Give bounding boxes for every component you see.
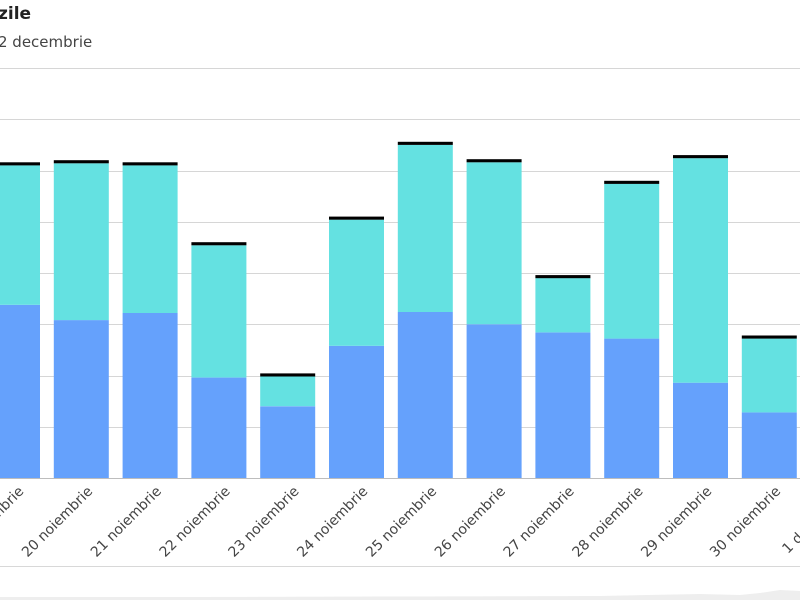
chart-subtitle: 2 decembrie xyxy=(0,33,93,51)
bar-segment-2[interactable] xyxy=(397,144,453,312)
bar-segment-2[interactable] xyxy=(741,338,797,413)
bar-segment-1[interactable] xyxy=(122,313,178,478)
bar-segment-2[interactable] xyxy=(466,162,522,325)
x-tick-label: 21 noiembrie xyxy=(88,484,165,561)
x-tick-label: 25 noiembrie xyxy=(363,484,440,561)
x-tick-label: 29 noiembrie xyxy=(638,484,715,561)
bar-segment-1[interactable] xyxy=(466,324,522,479)
x-tick-label: 30 noiembrie xyxy=(707,484,784,561)
bar-segment-3[interactable] xyxy=(466,159,522,163)
bar-segment-1[interactable] xyxy=(741,412,797,478)
x-tick-label: 28 noiembrie xyxy=(569,484,646,561)
bar-segment-3[interactable] xyxy=(604,180,660,184)
x-tick-label: 27 noiembrie xyxy=(501,484,578,561)
bar-segment-3[interactable] xyxy=(673,155,728,159)
bar-segment-2[interactable] xyxy=(122,165,178,313)
navigator-series-area xyxy=(0,590,800,600)
bar-segment-1[interactable] xyxy=(673,382,728,478)
x-tick-label: 24 noiembrie xyxy=(294,484,371,561)
bar-segment-3[interactable] xyxy=(397,141,453,145)
bar-segment-2[interactable] xyxy=(329,219,384,346)
bar-segment-1[interactable] xyxy=(0,304,40,478)
bars xyxy=(0,141,797,479)
bar-segment-2[interactable] xyxy=(535,278,591,333)
bar-segment-1[interactable] xyxy=(53,320,109,478)
x-tick-label: 20 noiembrie xyxy=(19,484,96,561)
chart-title: zile xyxy=(0,4,32,24)
x-tick-label: 26 noiembrie xyxy=(432,484,509,561)
bar-segment-3[interactable] xyxy=(535,275,591,279)
bar-segment-1[interactable] xyxy=(260,406,316,479)
bar-segment-1[interactable] xyxy=(329,345,384,478)
bar-segment-1[interactable] xyxy=(535,332,591,479)
bar-segment-3[interactable] xyxy=(191,242,247,246)
bar-segment-2[interactable] xyxy=(260,376,316,407)
bar-segment-2[interactable] xyxy=(53,163,109,321)
bar-segment-1[interactable] xyxy=(191,377,247,478)
bar-segment-3[interactable] xyxy=(260,373,316,377)
x-tick-label: 23 noiembrie xyxy=(225,484,302,561)
bar-segment-3[interactable] xyxy=(53,160,109,164)
bar-segment-3[interactable] xyxy=(0,162,40,166)
range-navigator[interactable] xyxy=(0,566,800,600)
bar-segment-2[interactable] xyxy=(604,183,660,339)
bar-segment-2[interactable] xyxy=(0,165,40,305)
bar-segment-3[interactable] xyxy=(741,335,797,339)
bar-segment-2[interactable] xyxy=(673,158,728,383)
bar-segment-3[interactable] xyxy=(329,216,384,220)
bar-segment-1[interactable] xyxy=(397,312,453,478)
bar-segment-2[interactable] xyxy=(191,245,247,378)
bar-segment-3[interactable] xyxy=(122,162,178,166)
x-tick-label: 22 noiembrie xyxy=(157,484,234,561)
bar-segment-1[interactable] xyxy=(604,338,660,478)
